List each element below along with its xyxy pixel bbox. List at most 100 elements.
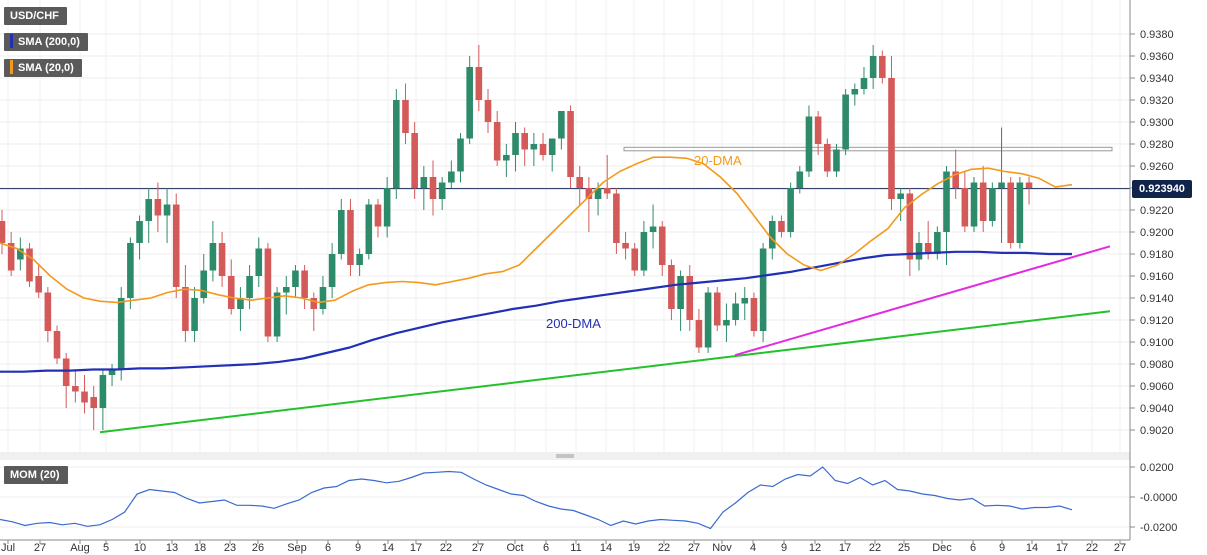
mom-badge[interactable]: MOM (20) xyxy=(4,466,68,484)
candle-body xyxy=(631,248,639,271)
candle-body xyxy=(319,287,327,309)
candle-body xyxy=(99,375,107,408)
mom-tick-label: -0.0000 xyxy=(1140,492,1177,504)
candle-body xyxy=(448,171,455,183)
candle-body xyxy=(402,100,409,133)
time-tick-label: 27 xyxy=(1114,542,1126,554)
candle-body xyxy=(594,188,602,199)
time-tick-label: 6 xyxy=(325,542,331,554)
price-axis: 0.9020 0.9040 0.9060 0.9080 0.9100 0.9120 0.91… xyxy=(1130,29,1174,437)
trendlines xyxy=(0,146,1130,434)
price-tick-label: 0.9280 xyxy=(1140,139,1174,151)
time-tick-label: Dec xyxy=(932,542,952,554)
candle-body xyxy=(723,320,730,326)
support-trendline xyxy=(99,310,1111,434)
candle-body xyxy=(924,243,932,254)
candle-body xyxy=(493,122,501,161)
candle-body xyxy=(218,243,226,276)
price-tick-label: 0.9340 xyxy=(1140,73,1174,85)
candle-body xyxy=(613,193,620,243)
candle-body xyxy=(897,193,904,199)
candle-body xyxy=(732,303,739,320)
candle-body xyxy=(273,292,281,337)
sma20-swatch xyxy=(10,60,13,75)
candle-body xyxy=(117,298,125,370)
price-tick-label: 0.9080 xyxy=(1140,359,1174,371)
last-price-value: 0.923940 xyxy=(1139,182,1185,195)
candle-body xyxy=(62,358,70,386)
panel-divider[interactable] xyxy=(0,452,1130,460)
price-tick-label: 0.9060 xyxy=(1140,381,1174,393)
candle-body xyxy=(438,182,446,199)
candle-body xyxy=(512,133,519,155)
candle-body xyxy=(713,292,721,326)
candle-body xyxy=(163,204,171,216)
price-tick-label: 0.9220 xyxy=(1140,205,1174,217)
time-tick-label: 10 xyxy=(134,542,146,554)
main-plot-background xyxy=(0,0,1130,452)
price-tick-label: 0.9320 xyxy=(1140,95,1174,107)
rising-trendline xyxy=(734,245,1111,357)
candle-body xyxy=(741,298,749,304)
time-tick-label: 6 xyxy=(970,542,976,554)
mom-axis: 0.0200 -0.0000 -0.0200 xyxy=(1130,462,1177,534)
time-tick-label: 5 xyxy=(103,542,109,554)
time-tick-label: 11 xyxy=(570,542,581,554)
time-tick-label: 17 xyxy=(1056,542,1068,554)
price-tick-label: 0.9040 xyxy=(1140,403,1174,415)
candle-body xyxy=(970,182,978,227)
time-tick-label: 26 xyxy=(252,542,264,554)
time-tick-label: 25 xyxy=(898,542,910,554)
time-tick-label: 19 xyxy=(628,542,640,554)
candle-body xyxy=(365,204,373,254)
price-tick-label: 0.9360 xyxy=(1140,51,1174,63)
time-tick-label: 4 xyxy=(750,542,756,554)
sma200-label: SMA (200,0) xyxy=(18,36,80,48)
price-tick-label: 0.9300 xyxy=(1140,117,1174,129)
candle-body xyxy=(484,100,492,122)
candle-body xyxy=(1016,182,1024,243)
candle-body xyxy=(998,182,1005,188)
mom-label: MOM (20) xyxy=(10,469,60,481)
candle-body xyxy=(182,287,189,331)
candle-body xyxy=(851,89,859,95)
dma200-annotation: 200-DMA xyxy=(546,316,601,331)
candle-body xyxy=(860,78,868,89)
candle-body xyxy=(255,248,263,276)
candle-body xyxy=(677,276,684,309)
candle-body xyxy=(44,292,52,331)
candle-body xyxy=(796,171,804,188)
candle-body xyxy=(906,193,914,260)
candle-body xyxy=(576,177,584,188)
time-tick-label: 6 xyxy=(543,542,549,554)
sma20-label: SMA (20,0) xyxy=(18,62,74,74)
candle-body xyxy=(649,226,657,232)
candlesticks xyxy=(0,45,1033,430)
candle-body xyxy=(768,221,776,249)
candle-body xyxy=(915,243,923,260)
candle-body xyxy=(383,188,391,227)
candle-body xyxy=(356,254,363,265)
sma200-badge[interactable]: SMA (200,0) xyxy=(4,33,88,51)
time-tick-label: 22 xyxy=(658,542,670,554)
time-tick-label: 14 xyxy=(600,542,612,554)
sma20-badge[interactable]: SMA (20,0) xyxy=(4,59,82,77)
price-tick-label: 0.9020 xyxy=(1140,425,1174,437)
candle-body xyxy=(429,177,437,199)
time-tick-label: 27 xyxy=(688,542,700,554)
candle-body xyxy=(787,188,794,232)
candle-body xyxy=(154,199,162,216)
dma20-annotation: 20-DMA xyxy=(694,153,742,168)
candle-body xyxy=(805,116,813,172)
candle-body xyxy=(503,155,510,161)
price-tick-label: 0.9180 xyxy=(1140,249,1174,261)
candle-body xyxy=(420,177,428,188)
candle-body xyxy=(282,287,290,293)
instrument-badge[interactable]: USD/CHF xyxy=(4,7,67,25)
candle-body xyxy=(814,116,822,144)
candle-body xyxy=(979,182,987,221)
candle-body xyxy=(558,111,565,139)
candle-body xyxy=(209,243,217,271)
candle-body xyxy=(81,391,88,403)
